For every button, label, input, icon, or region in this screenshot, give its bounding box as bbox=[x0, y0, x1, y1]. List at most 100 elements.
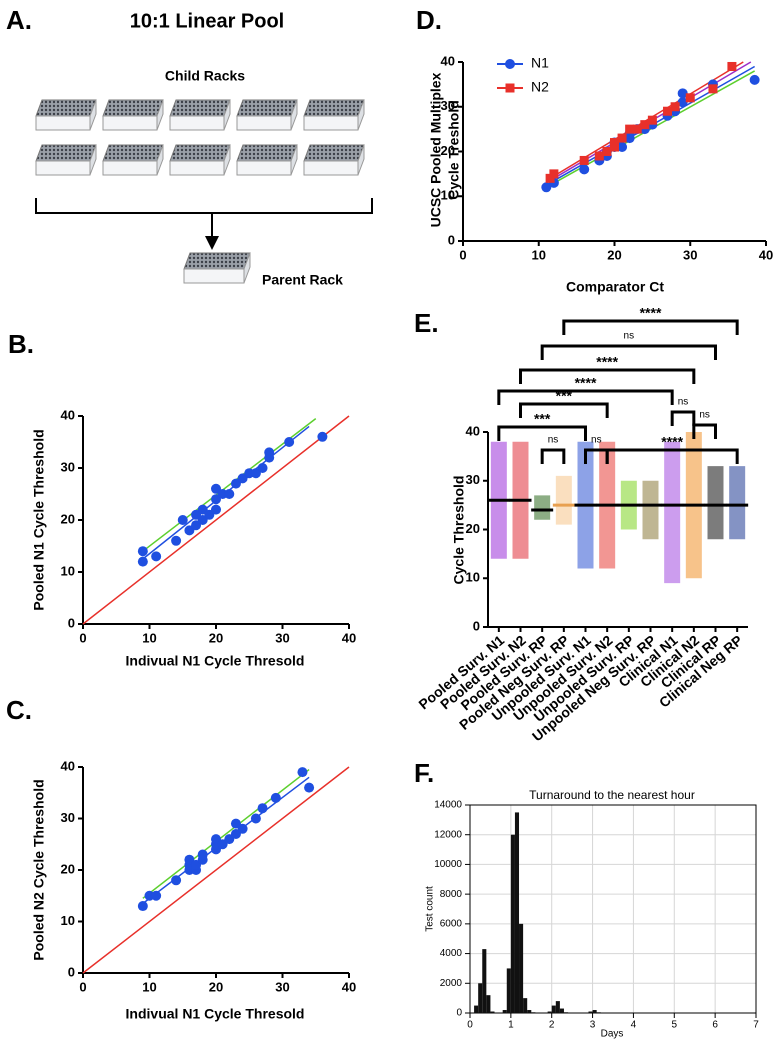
y-tick-label: 0 bbox=[68, 615, 75, 630]
point bbox=[297, 767, 308, 778]
dot-spread bbox=[729, 466, 746, 540]
dot-spread bbox=[534, 495, 551, 520]
legend-marker bbox=[505, 83, 515, 93]
x-axis-label: Days bbox=[601, 1029, 624, 1040]
significance-bracket bbox=[540, 344, 717, 360]
point bbox=[211, 504, 221, 515]
point bbox=[237, 823, 248, 834]
dot-spread bbox=[642, 480, 659, 540]
point bbox=[317, 431, 328, 442]
histogram-bar bbox=[474, 1005, 479, 1013]
y-tick-label: 10000 bbox=[434, 859, 462, 870]
y-tick-label: 2000 bbox=[440, 978, 463, 989]
rack bbox=[35, 144, 97, 176]
point bbox=[177, 515, 188, 525]
dot-spread bbox=[707, 466, 724, 540]
rack-top bbox=[35, 99, 97, 117]
significance-bracket bbox=[540, 448, 566, 464]
axes bbox=[487, 432, 748, 628]
legend-label: N1 bbox=[531, 55, 549, 71]
x-tick-label: 7 bbox=[753, 1020, 759, 1031]
rack bbox=[169, 99, 231, 131]
rack bbox=[102, 99, 164, 131]
point bbox=[137, 901, 148, 912]
x-tick-label: 40 bbox=[342, 630, 356, 645]
significance-bracket bbox=[605, 448, 739, 464]
significance-label: *** bbox=[534, 411, 551, 427]
y-tick-label: 30 bbox=[61, 459, 75, 474]
point bbox=[625, 124, 635, 134]
panel-a: A. 10:1 Linear Pool Child Racks Parent R… bbox=[6, 5, 373, 288]
significance-label: ns bbox=[548, 435, 559, 446]
x-tick-label: 0 bbox=[459, 247, 466, 262]
x-tick-label: 10 bbox=[142, 630, 156, 645]
point bbox=[677, 97, 688, 108]
y-axis-label: Test count bbox=[425, 886, 436, 932]
x-axis-label: Indivual N1 Cycle Thresold bbox=[126, 1006, 305, 1022]
x-tick-label: 2 bbox=[549, 1020, 555, 1031]
y-tick-label: 10 bbox=[61, 563, 75, 578]
rack-top bbox=[183, 252, 251, 270]
x-tick-label: 5 bbox=[672, 1020, 678, 1031]
rack-side bbox=[223, 144, 231, 176]
point bbox=[137, 546, 148, 557]
rack-side bbox=[89, 99, 97, 131]
y-tick-label: 0 bbox=[448, 232, 455, 247]
legend-label: N2 bbox=[531, 79, 549, 95]
panel-label: B. bbox=[8, 329, 34, 359]
point bbox=[663, 106, 673, 116]
rack-top bbox=[102, 99, 164, 117]
significance-bracket bbox=[670, 410, 696, 426]
rack-body bbox=[169, 160, 225, 176]
y-tick-label: 40 bbox=[466, 423, 480, 438]
point bbox=[151, 890, 162, 901]
plot-frame bbox=[469, 804, 757, 1014]
point bbox=[224, 489, 235, 499]
rack-body bbox=[35, 115, 91, 131]
point bbox=[640, 120, 650, 130]
x-tick-label: 4 bbox=[631, 1020, 637, 1031]
diagram-title: 10:1 Linear Pool bbox=[130, 10, 285, 32]
point bbox=[602, 147, 612, 156]
histogram-bar bbox=[506, 968, 511, 1013]
y-tick-label: 10 bbox=[61, 913, 75, 928]
y-tick-label: 10 bbox=[466, 570, 480, 585]
point bbox=[617, 133, 627, 143]
x-tick-label: 10 bbox=[142, 979, 156, 994]
histogram-bar bbox=[486, 995, 491, 1013]
significance-label: ns bbox=[699, 410, 710, 421]
histogram-bar bbox=[547, 1011, 552, 1013]
significance-label: **** bbox=[661, 434, 683, 450]
panel-label: D. bbox=[416, 5, 442, 35]
significance-label: ns bbox=[591, 435, 602, 446]
x-axis-label: Comparator Ct bbox=[566, 279, 664, 295]
parent-label: Parent Rack bbox=[262, 272, 343, 288]
dot-spread bbox=[664, 441, 681, 584]
histogram-bar bbox=[551, 1005, 556, 1013]
rack-body bbox=[236, 115, 292, 131]
point bbox=[151, 551, 162, 562]
histogram-bar bbox=[596, 1012, 601, 1013]
y-tick-label: 12000 bbox=[434, 829, 462, 840]
x-tick-label: 0 bbox=[79, 630, 86, 645]
y-tick-label: 0 bbox=[456, 1008, 462, 1019]
x-tick-label: 1 bbox=[508, 1020, 514, 1031]
rack bbox=[303, 144, 365, 176]
arrowhead bbox=[205, 236, 219, 250]
rack-body bbox=[303, 160, 359, 176]
rack-side bbox=[156, 99, 164, 131]
histogram-bar bbox=[555, 1001, 560, 1013]
rack bbox=[303, 99, 365, 131]
axes bbox=[462, 62, 766, 242]
panel-label: C. bbox=[6, 695, 32, 725]
pool-connector bbox=[35, 198, 373, 238]
rack-top bbox=[102, 144, 164, 162]
y-tick-label: 8000 bbox=[440, 889, 463, 900]
y-axis-label: Pooled N2 Cycle Threshold bbox=[31, 779, 47, 960]
point bbox=[549, 169, 559, 179]
significance-label: *** bbox=[556, 388, 573, 404]
point bbox=[647, 115, 657, 125]
x-axis-label: Indivual N1 Cycle Thresold bbox=[126, 653, 305, 669]
significance-label: ns bbox=[678, 397, 689, 408]
